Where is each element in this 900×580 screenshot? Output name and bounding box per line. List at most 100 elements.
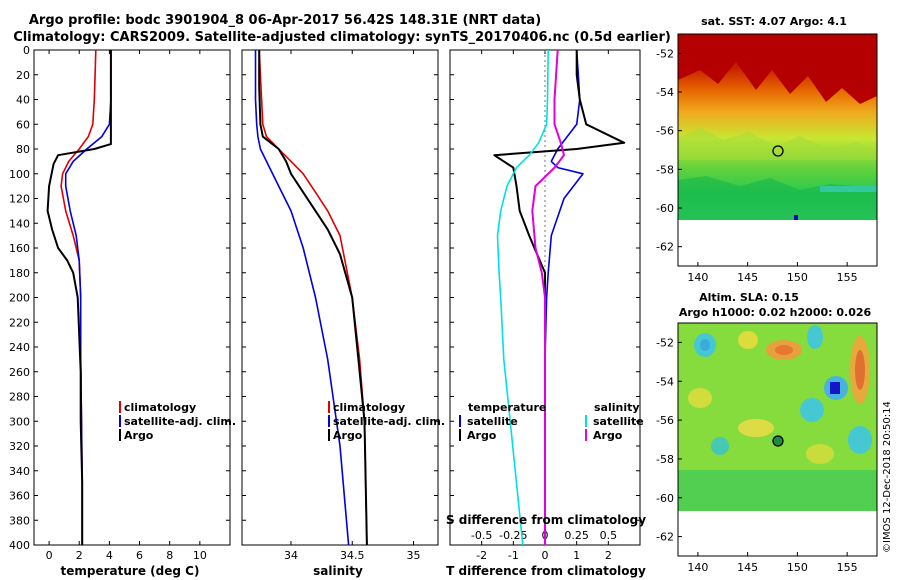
legend-climatology-label: climatology [333, 401, 405, 414]
legend-argo-label: Argo [333, 429, 363, 442]
series-line-temperature-satellite [544, 50, 584, 545]
map-y-tick-label: -60 [656, 492, 674, 505]
y-tick-label: 160 [9, 242, 30, 255]
difference-top-xlabel: S difference from climatology [446, 513, 646, 527]
salinity-xlabel: salinity [313, 564, 363, 578]
legend-s-satellite-label: satellite [593, 415, 644, 428]
y-tick-label: 360 [9, 490, 30, 503]
series-line-salinity-argo [531, 50, 565, 545]
x-tick-label: -1 [508, 549, 519, 562]
series-line-argo [258, 50, 368, 545]
x-tick-label: 34.5 [340, 549, 365, 562]
map-x-tick-label: 140 [687, 561, 708, 574]
difference-legend-temperature: temperature satellite Argo [459, 401, 546, 442]
x-tick-label: 4 [106, 549, 113, 562]
difference-series [493, 50, 626, 545]
legend-salinity-title: salinity [594, 401, 640, 414]
y-tick-label: 400 [9, 539, 30, 552]
salinity-series [254, 50, 368, 545]
difference-axis: -2 -1 0 1 2-0.5 -0.25 0 0.25 0.5 [450, 49, 640, 562]
y-tick-label: 300 [9, 415, 30, 428]
series-line-satellite-adj-clim- [64, 50, 112, 545]
legend-satellite-label: satellite-adj. clim. [124, 415, 236, 428]
y-tick-label: 220 [9, 316, 30, 329]
y-tick-label: 280 [9, 391, 30, 404]
y-tick-label: 120 [9, 193, 30, 206]
x-tick-label: 34 [284, 549, 298, 562]
salinity-panel-frame [241, 49, 439, 546]
legend-t-argo-label: Argo [467, 429, 497, 442]
y-tick-label: 380 [9, 514, 30, 527]
map-x-tick-label: 145 [737, 271, 758, 284]
map-x-tick-label: 155 [837, 561, 858, 574]
y-tick-label: 100 [9, 168, 30, 181]
y-tick-label: 200 [9, 292, 30, 305]
x-tick-label: 2 [76, 549, 83, 562]
map-y-tick-label: -54 [656, 375, 674, 388]
sla-map-image [678, 323, 877, 556]
map-y-tick-label: -56 [656, 414, 674, 427]
legend-temperature-title: temperature [468, 401, 546, 414]
s-diff-tick-label: -0.25 [499, 529, 527, 542]
map-y-tick-label: -52 [656, 336, 674, 349]
x-tick-label: 6 [136, 549, 143, 562]
map-y-tick-label: -58 [656, 163, 674, 176]
y-tick-label: 240 [9, 341, 30, 354]
y-tick-label: 0 [23, 44, 30, 57]
series-line-temperature-argo [493, 50, 626, 545]
map-y-tick-label: -60 [656, 202, 674, 215]
series-line-salinity-satellite [496, 50, 549, 545]
y-tick-label: 40 [16, 94, 30, 107]
y-tick-label: 340 [9, 465, 30, 478]
sst-map-image [678, 34, 877, 266]
map-x-tick-label: 155 [837, 271, 858, 284]
s-diff-tick-label: 0.25 [564, 529, 589, 542]
map-y-tick-label: -54 [656, 86, 674, 99]
y-tick-label: 80 [16, 143, 30, 156]
x-tick-label: 10 [193, 549, 207, 562]
y-tick-label: 140 [9, 217, 30, 230]
salinity-axis: 34 34.5 35 [242, 49, 438, 562]
x-tick-label: 35 [407, 549, 421, 562]
argo-position-marker [772, 435, 784, 447]
legend-climatology-label: climatology [124, 401, 196, 414]
figure-title-line2: Climatology: CARS2009. Satellite-adjuste… [13, 30, 671, 45]
map-y-tick-label: -52 [656, 47, 674, 60]
y-tick-label: 180 [9, 267, 30, 280]
temperature-xlabel: temperature (deg C) [61, 564, 200, 578]
s-diff-tick-label: -0.5 [471, 529, 492, 542]
y-tick-label: 320 [9, 440, 30, 453]
x-tick-label: 0 [542, 549, 549, 562]
temperature-legend: climatology satellite-adj. clim. Argo [119, 401, 236, 442]
map-y-tick-label: -62 [656, 531, 674, 544]
series-line-climatology [258, 50, 368, 545]
legend-satellite-label: satellite-adj. clim. [333, 415, 445, 428]
legend-t-satellite-label: satellite [467, 415, 518, 428]
argo-position-marker [772, 145, 784, 157]
sst-map-title: sat. SST: 4.07 Argo: 4.1 [701, 15, 847, 28]
temperature-panel-frame [33, 49, 231, 546]
series-line-satellite-adj-clim- [254, 50, 350, 545]
map-x-tick-label: 140 [687, 271, 708, 284]
sst-map-axes: 140 145 150 155 -52 -54 -56 -58 -60 -62 [656, 47, 858, 284]
sla-map-title: Altim. SLA: 0.15 [699, 291, 799, 304]
difference-xlabel: T difference from climatology [446, 564, 646, 578]
x-tick-label: 0 [46, 549, 53, 562]
y-tick-label: 60 [16, 118, 30, 131]
series-line-argo [46, 50, 112, 545]
sla-map-axes: 140 145 150 155 -52 -54 -56 -58 -60 -62 [656, 336, 858, 574]
map-x-tick-label: 150 [787, 561, 808, 574]
figure-title-line1: Argo profile: bodc 3901904_8 06-Apr-2017… [29, 13, 541, 28]
map-y-tick-label: -58 [656, 453, 674, 466]
x-tick-label: 8 [166, 549, 173, 562]
difference-legend-salinity: salinity satellite Argo [585, 401, 644, 442]
sst-map-frame [677, 33, 878, 267]
map-y-tick-label: -62 [656, 241, 674, 254]
temperature-series [46, 50, 112, 545]
map-x-tick-label: 145 [737, 561, 758, 574]
y-tick-label: 260 [9, 366, 30, 379]
temperature-axis: 0204060801001201401601802002202402602803… [9, 44, 230, 562]
legend-argo-label: Argo [124, 429, 154, 442]
sla-map-subtitle: Argo h1000: 0.02 h2000: 0.026 [679, 306, 872, 319]
